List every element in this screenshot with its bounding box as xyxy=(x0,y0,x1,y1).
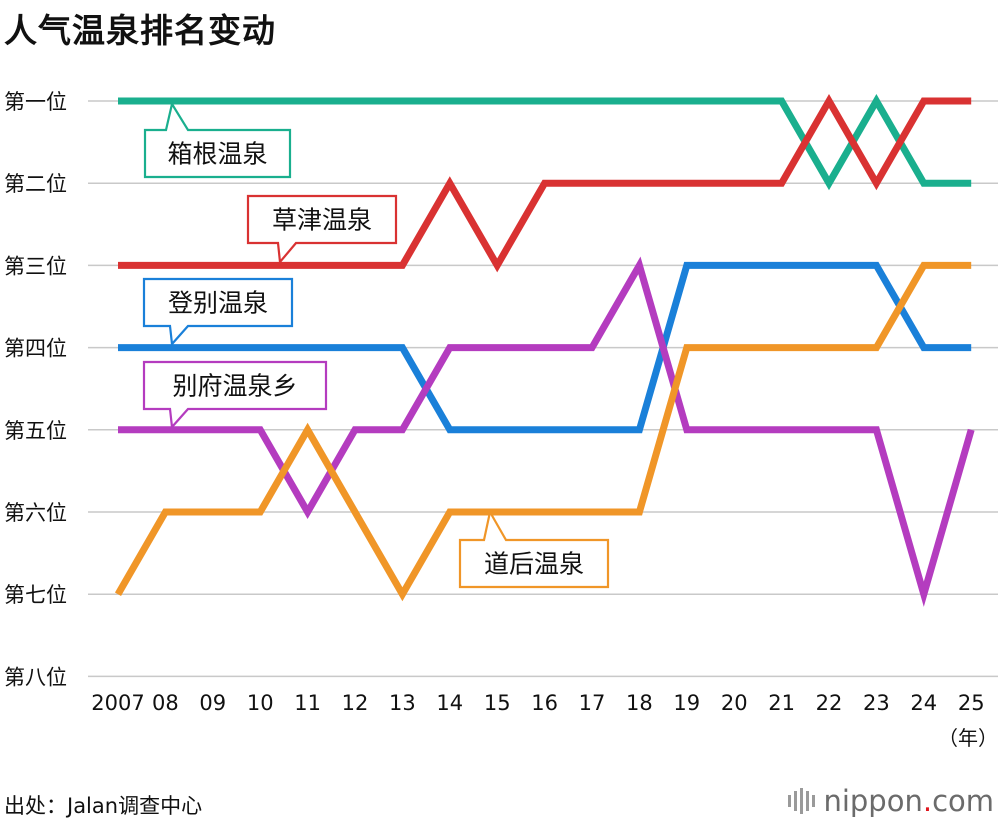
series-callout: 箱根温泉 xyxy=(143,101,292,179)
x-tick-label: 15 xyxy=(484,691,511,715)
x-tick-label: 24 xyxy=(910,691,937,715)
y-tick-label: 第五位 xyxy=(4,419,67,443)
series-line xyxy=(118,261,972,434)
series-line xyxy=(114,261,972,602)
x-tick-label: 21 xyxy=(768,691,795,715)
legend-label: 道后温泉 xyxy=(484,550,584,579)
x-axis-labels: 2007 08 09 10 11 12 13 14 15 16 17 18 19 20 21 22 23 24 25… xyxy=(91,691,998,750)
x-tick-label: 16 xyxy=(531,691,558,715)
legend-label: 草津温泉 xyxy=(272,206,372,235)
series-line xyxy=(118,93,972,191)
source-note: 出处：Jalan调查中心 xyxy=(4,794,203,818)
x-tick-label: 14 xyxy=(436,691,463,715)
callout-box xyxy=(142,277,294,347)
x-tick-label: 13 xyxy=(389,691,416,715)
x-tick-label: 11 xyxy=(294,691,321,715)
series-callout: 草津温泉 xyxy=(246,194,398,265)
y-tick-label: 第八位 xyxy=(4,665,67,689)
logo-bars-icon xyxy=(788,788,816,814)
series-line xyxy=(118,256,975,607)
y-tick-label: 第一位 xyxy=(4,90,67,114)
x-tick-label: 17 xyxy=(579,691,606,715)
x-tick-label: 18 xyxy=(626,691,653,715)
x-tick-label: 12 xyxy=(342,691,369,715)
x-tick-label: 22 xyxy=(816,691,843,715)
series-callout: 登别温泉 xyxy=(142,277,294,347)
nippon-logo: nippon. com xyxy=(788,784,994,818)
callout-box xyxy=(143,101,292,179)
y-tick-label: 第三位 xyxy=(4,254,67,278)
x-axis-unit: （年） xyxy=(938,726,998,750)
legend-label: 登别温泉 xyxy=(168,289,268,318)
callout-box xyxy=(458,508,610,589)
callout-box xyxy=(142,360,328,430)
x-tick-label: 20 xyxy=(721,691,748,715)
x-tick-label: 09 xyxy=(199,691,226,715)
callout-box xyxy=(246,194,398,265)
series-callout: 别府温泉乡 xyxy=(142,360,328,430)
y-tick-label: 第二位 xyxy=(4,172,67,196)
x-tick-label: 2007 xyxy=(91,691,144,715)
logo-tld: com xyxy=(932,784,994,818)
x-tick-label: 19 xyxy=(673,691,700,715)
x-tick-label: 25 xyxy=(958,691,985,715)
series-lines xyxy=(114,93,975,607)
x-tick-label: 23 xyxy=(863,691,890,715)
chart-title: 人气温泉排名变动 xyxy=(4,11,276,50)
x-tick-label: 08 xyxy=(152,691,179,715)
y-tick-label: 第七位 xyxy=(4,583,67,607)
y-tick-label: 第四位 xyxy=(4,337,67,361)
y-tick-label: 第六位 xyxy=(4,501,67,525)
logo-main: nippon xyxy=(823,784,923,818)
series-line xyxy=(118,93,972,273)
series-callout: 道后温泉 xyxy=(458,508,610,589)
logo-dot: . xyxy=(922,784,933,818)
legend-label: 别府温泉乡 xyxy=(172,372,297,401)
x-tick-label: 10 xyxy=(247,691,274,715)
legend-label: 箱根温泉 xyxy=(167,140,267,169)
